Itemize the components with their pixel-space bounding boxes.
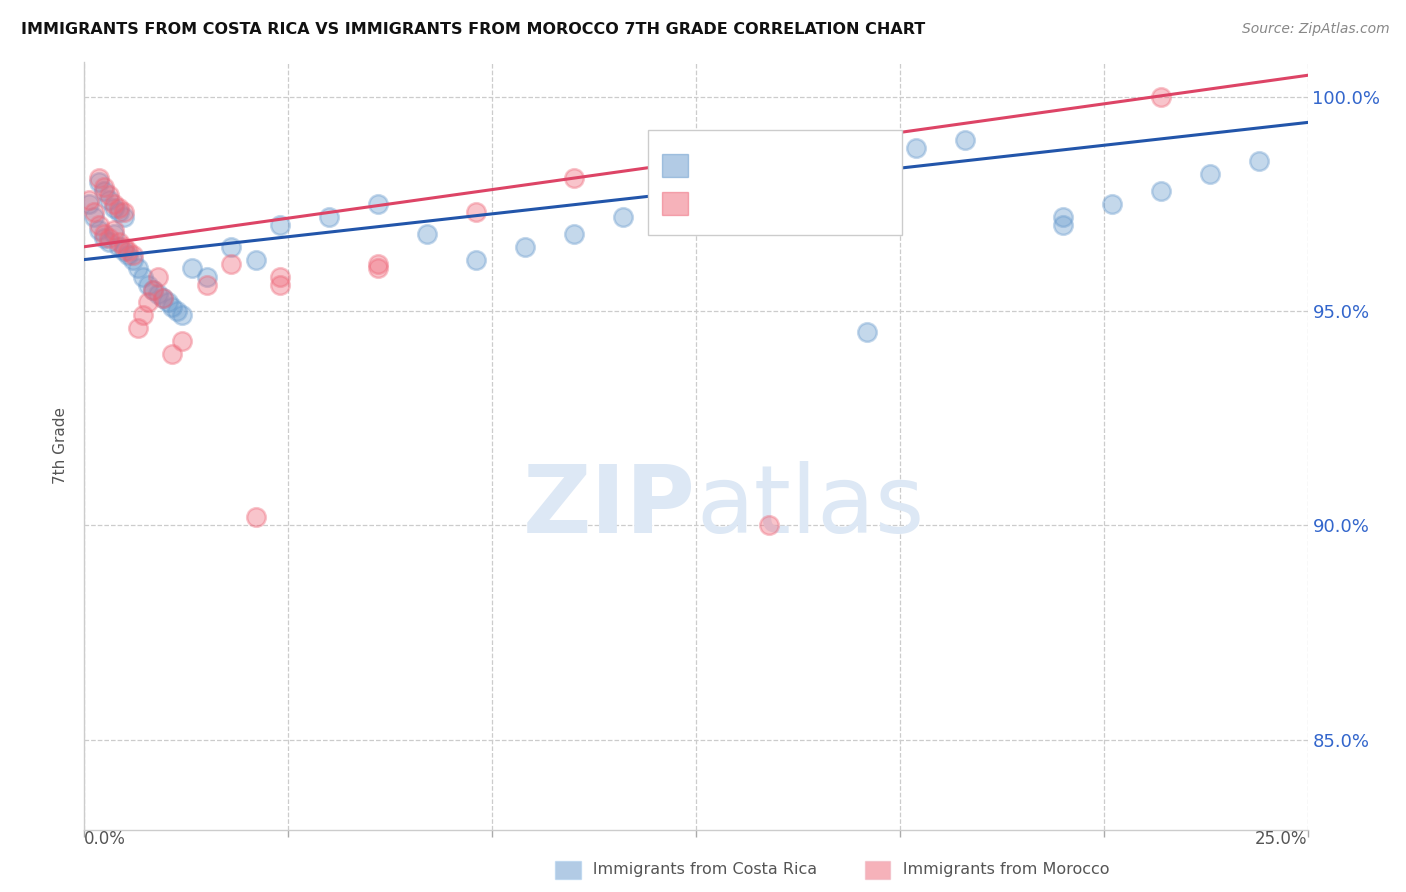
Point: [103, 201, 125, 215]
Point: [709, 184, 731, 198]
Point: [97, 235, 120, 250]
Point: [181, 261, 204, 276]
Point: [464, 252, 486, 267]
Point: [416, 227, 439, 241]
Point: [758, 176, 780, 190]
Point: [612, 210, 634, 224]
Point: [172, 308, 194, 322]
Point: [146, 286, 169, 301]
Point: [162, 347, 184, 361]
Text: IMMIGRANTS FROM COSTA RICA VS IMMIGRANTS FROM MOROCCO 7TH GRADE CORRELATION CHAR: IMMIGRANTS FROM COSTA RICA VS IMMIGRANTS…: [21, 22, 925, 37]
Point: [269, 278, 291, 293]
Point: [97, 188, 120, 202]
Point: [146, 269, 169, 284]
Point: [1052, 210, 1074, 224]
Point: [107, 235, 129, 250]
Point: [367, 261, 389, 276]
Point: [83, 210, 105, 224]
Text: R = 0.406   N = 51: R = 0.406 N = 51: [696, 156, 866, 174]
Text: Immigrants from Morocco: Immigrants from Morocco: [872, 863, 1109, 877]
Point: [142, 283, 165, 297]
Point: [77, 197, 100, 211]
Point: [1150, 89, 1173, 103]
Point: [107, 240, 129, 254]
Point: [1150, 184, 1173, 198]
Point: [856, 326, 879, 340]
Point: [661, 197, 683, 211]
Point: [127, 261, 149, 276]
Text: Source: ZipAtlas.com: Source: ZipAtlas.com: [1241, 22, 1389, 37]
Point: [93, 231, 115, 245]
Point: [152, 291, 174, 305]
Point: [269, 269, 291, 284]
Point: [87, 219, 110, 233]
Point: [905, 141, 928, 155]
Point: [152, 291, 174, 305]
Point: [1198, 167, 1220, 181]
Point: [758, 518, 780, 533]
Point: [132, 269, 155, 284]
Point: [93, 184, 115, 198]
Point: [136, 278, 159, 293]
Y-axis label: 7th Grade: 7th Grade: [53, 408, 69, 484]
Text: R = 0.505   N = 36: R = 0.505 N = 36: [696, 194, 866, 213]
Point: [562, 227, 585, 241]
Point: [97, 231, 120, 245]
Text: 25.0%: 25.0%: [1256, 830, 1308, 847]
Point: [127, 321, 149, 335]
Point: [953, 132, 976, 146]
Point: [103, 197, 125, 211]
Point: [87, 176, 110, 190]
Point: [245, 252, 267, 267]
Point: [219, 240, 242, 254]
Point: [195, 278, 218, 293]
Point: [162, 300, 184, 314]
Point: [103, 227, 125, 241]
Point: [97, 193, 120, 207]
Point: [142, 283, 165, 297]
Text: atlas: atlas: [696, 461, 924, 553]
Point: [136, 295, 159, 310]
Point: [269, 219, 291, 233]
Text: ZIP: ZIP: [523, 461, 696, 553]
Point: [1247, 154, 1270, 169]
Point: [122, 248, 145, 262]
Text: Immigrants from Costa Rica: Immigrants from Costa Rica: [562, 863, 817, 877]
Point: [112, 240, 135, 254]
Point: [1052, 219, 1074, 233]
Point: [112, 210, 135, 224]
Point: [93, 179, 115, 194]
Point: [1101, 197, 1123, 211]
Point: [856, 150, 879, 164]
Point: [219, 257, 242, 271]
Point: [87, 222, 110, 236]
Point: [132, 308, 155, 322]
Point: [112, 244, 135, 258]
Point: [77, 193, 100, 207]
Point: [245, 509, 267, 524]
Point: [318, 210, 340, 224]
Point: [195, 269, 218, 284]
Point: [87, 171, 110, 186]
Text: 0.0%: 0.0%: [84, 830, 127, 847]
Point: [83, 205, 105, 219]
Point: [112, 205, 135, 219]
Point: [367, 197, 389, 211]
Point: [464, 205, 486, 219]
Point: [103, 222, 125, 236]
Point: [513, 240, 536, 254]
Point: [367, 257, 389, 271]
Point: [107, 201, 129, 215]
Point: [172, 334, 194, 348]
Point: [562, 171, 585, 186]
Point: [117, 244, 139, 258]
Point: [856, 154, 879, 169]
Point: [93, 227, 115, 241]
Point: [122, 252, 145, 267]
Point: [156, 295, 179, 310]
Point: [166, 304, 188, 318]
Point: [107, 205, 129, 219]
Point: [117, 248, 139, 262]
